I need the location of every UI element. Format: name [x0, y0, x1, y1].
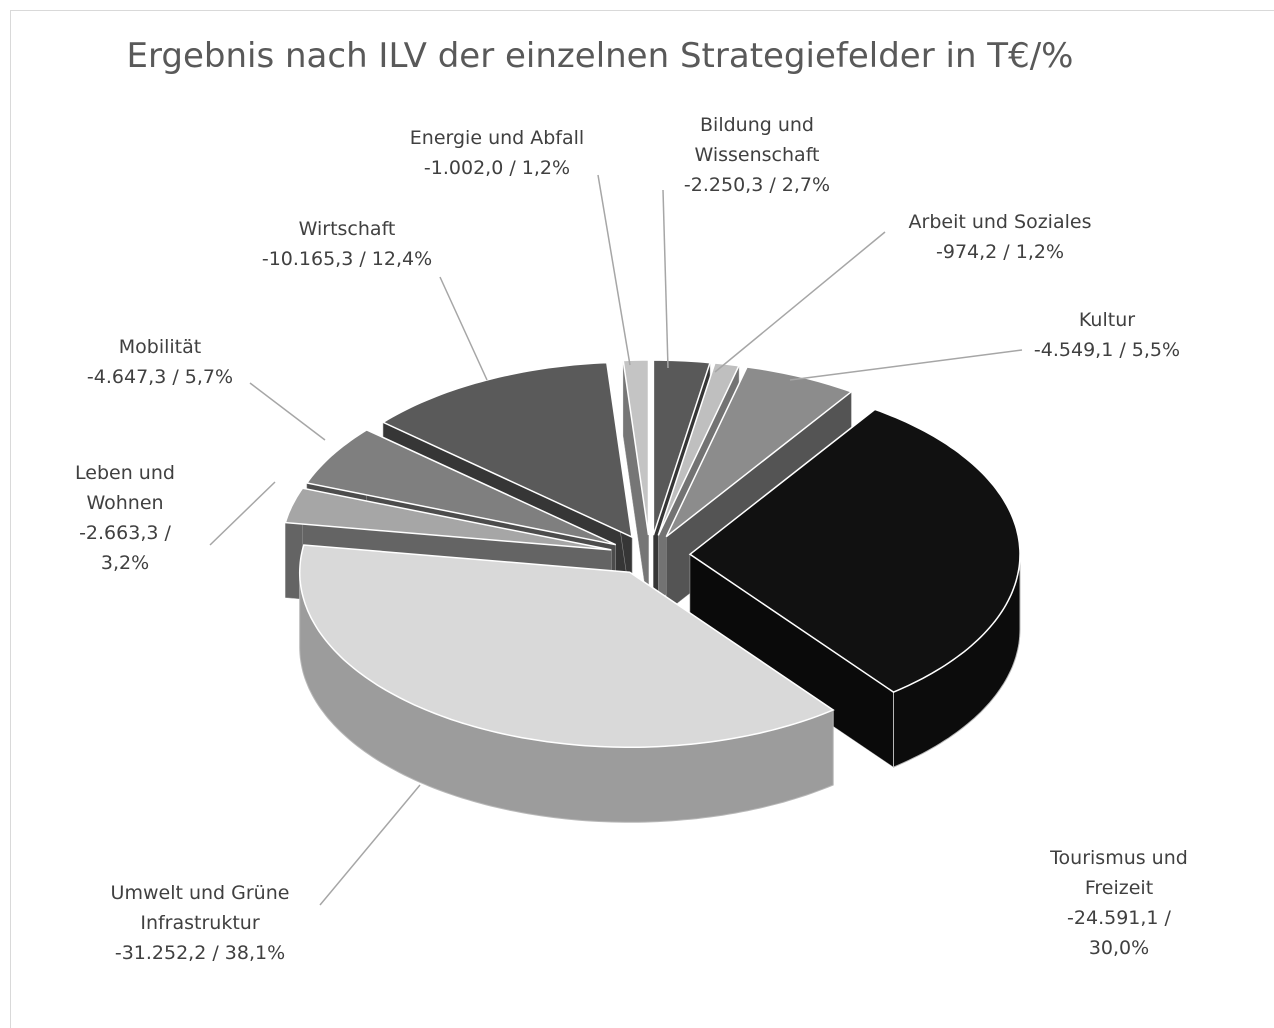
data-label: Kultur -4.549,1 / 5,5% — [1007, 305, 1207, 365]
category-label: Kultur — [1078, 309, 1136, 331]
leader-line — [597, 174, 631, 366]
value-label: -24.591,1 / 30,0% — [1067, 907, 1171, 959]
data-label: Leben und Wohnen -2.663,3 / 3,2% — [55, 458, 195, 578]
category-label: Leben und Wohnen — [75, 462, 175, 514]
leader-line — [319, 784, 421, 906]
value-label: -4.647,3 / 5,7% — [86, 366, 234, 388]
leader-line — [439, 276, 488, 381]
pie-slice — [284, 487, 612, 551]
leader-line — [209, 481, 276, 546]
category-label: Bildung und Wissenschaft — [694, 114, 820, 166]
data-label: Energie und Abfall -1.002,0 / 1,2% — [387, 123, 607, 183]
category-label: Energie und Abfall — [409, 127, 585, 149]
data-label: Mobilität -4.647,3 / 5,7% — [60, 332, 260, 392]
pie-slice — [652, 359, 712, 536]
pie-slice — [381, 361, 633, 539]
pie-slice — [688, 408, 1021, 693]
data-label: Arbeit und Soziales -974,2 / 1,2% — [870, 207, 1130, 267]
chart-title: Ergebnis nach ILV der einzelnen Strategi… — [126, 36, 1074, 76]
data-label: Umwelt und Grüne Infrastruktur -31.252,2 … — [75, 878, 325, 968]
pie-slice — [298, 544, 835, 748]
data-label: Wirtschaft -10.165,3 / 12,4% — [237, 214, 457, 274]
category-label: Arbeit und Soziales — [908, 211, 1092, 233]
chart-border — [10, 10, 1274, 1028]
leader-line — [662, 189, 669, 369]
pie-slice — [622, 359, 650, 536]
value-label: -974,2 / 1,2% — [936, 241, 1064, 263]
data-label: Bildung und Wissenschaft -2.250,3 / 2,7% — [677, 110, 837, 200]
leader-line — [789, 349, 1023, 381]
category-label: Tourismus und Freizeit — [1050, 847, 1188, 899]
category-label: Umwelt und Grüne Infrastruktur — [110, 882, 290, 934]
value-label: -10.165,3 / 12,4% — [261, 248, 433, 270]
pie-slice — [665, 366, 853, 538]
leader-line — [714, 231, 886, 373]
value-label: -2.663,3 / 3,2% — [79, 522, 171, 574]
value-label: -2.250,3 / 2,7% — [683, 174, 831, 196]
data-label: Tourismus und Freizeit -24.591,1 / 30,0% — [1034, 843, 1204, 963]
leader-line — [249, 382, 326, 441]
value-label: -31.252,2 / 38,1% — [114, 942, 286, 964]
pie-slice — [657, 362, 741, 536]
value-label: -4.549,1 / 5,5% — [1033, 339, 1181, 361]
category-label: Wirtschaft — [298, 218, 396, 240]
pie-slice — [305, 429, 617, 546]
category-label: Mobilität — [118, 336, 202, 358]
value-label: -1.002,0 / 1,2% — [423, 157, 571, 179]
